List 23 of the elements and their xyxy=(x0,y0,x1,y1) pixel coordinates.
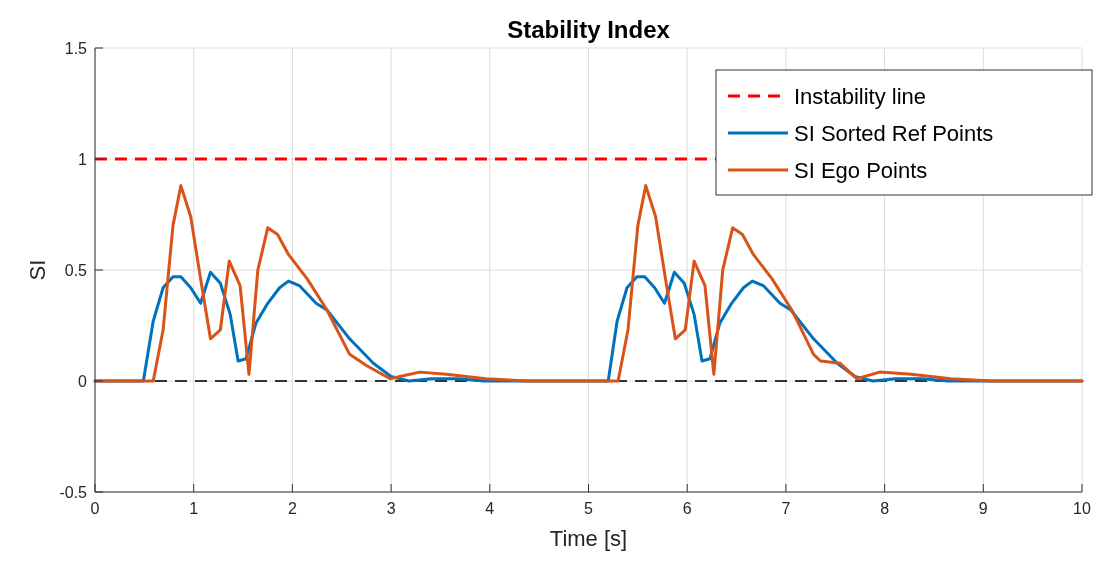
y-tick-label: -0.5 xyxy=(59,484,88,501)
x-tick-label: 1 xyxy=(189,500,199,517)
legend-label: SI Ego Points xyxy=(794,158,928,183)
x-tick-label: 0 xyxy=(90,500,100,517)
legend-label: Instability line xyxy=(794,84,927,109)
x-tick-label: 3 xyxy=(386,500,396,517)
y-tick-label: 1.5 xyxy=(64,40,88,57)
x-tick-label: 10 xyxy=(1073,500,1091,517)
x-tick-label: 4 xyxy=(485,500,495,517)
x-axis-title: Time [s] xyxy=(549,526,628,551)
y-tick-label: 0.5 xyxy=(64,262,88,279)
x-tick-label: 6 xyxy=(682,500,692,517)
x-tick-label: 7 xyxy=(781,500,791,517)
line-series xyxy=(93,184,1084,383)
y-tick-label: 1 xyxy=(78,151,88,168)
chart-title: Stability Index xyxy=(507,16,671,43)
x-tick-label: 9 xyxy=(978,500,988,517)
y-axis-title: SI xyxy=(25,259,50,281)
legend-label: SI Sorted Ref Points xyxy=(794,121,994,146)
y-tick-label: 0 xyxy=(78,373,88,390)
x-tick-label: 5 xyxy=(584,500,594,517)
x-tick-label: 8 xyxy=(880,500,890,517)
x-tick-label: 2 xyxy=(287,500,297,517)
